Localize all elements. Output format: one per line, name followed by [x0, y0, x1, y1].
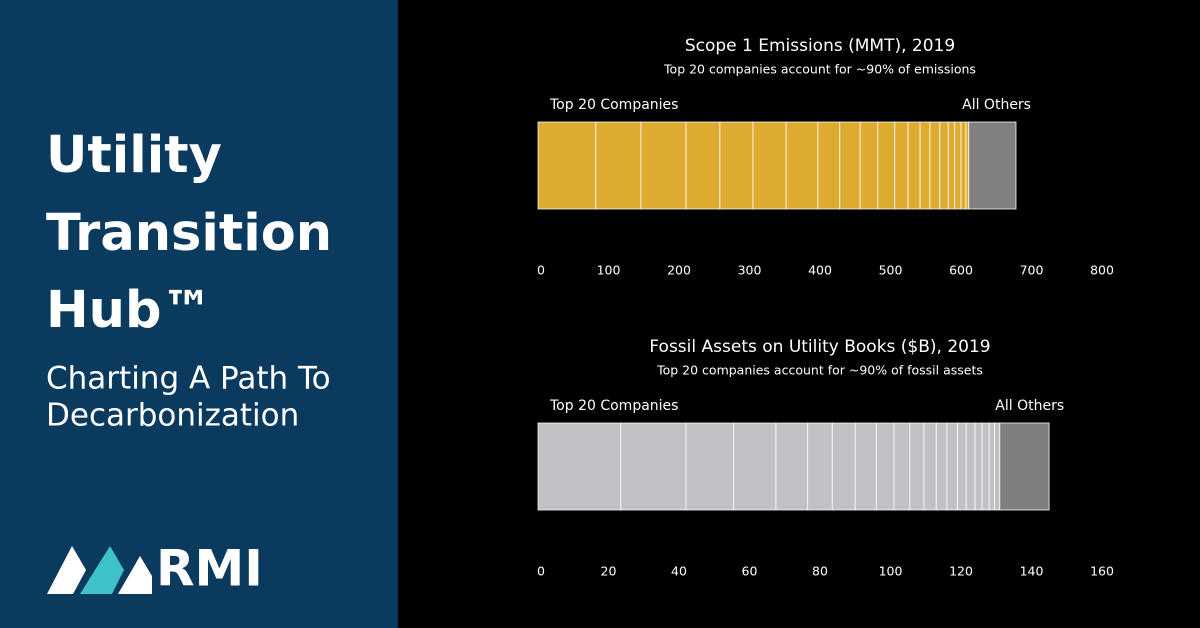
bar-segment: [919, 121, 931, 210]
bar-segment: [993, 422, 1001, 511]
x-tick-label: 120: [949, 564, 973, 579]
bar-segment: [685, 422, 735, 511]
bar-segment: [947, 121, 956, 210]
bar-segment: [854, 422, 877, 511]
hero-subtitle: Decarbonization: [46, 398, 299, 434]
bar-segment: [968, 121, 1017, 210]
logo-peak: [47, 546, 86, 594]
x-tick-label: 140: [1020, 564, 1044, 579]
series-label: All Others: [995, 398, 1064, 414]
bar-segment: [929, 121, 941, 210]
x-tick-label: 400: [808, 263, 832, 278]
bar-segment: [909, 422, 925, 511]
side-panel: [0, 0, 398, 628]
chart-title: Scope 1 Emissions (MMT), 2019: [685, 36, 955, 56]
series-label: All Others: [962, 97, 1031, 113]
x-tick-label: 300: [738, 263, 762, 278]
bar-segment: [775, 422, 809, 511]
bar-segment: [752, 121, 787, 210]
chart-subtitle: Top 20 companies account for ~90% of emi…: [663, 62, 976, 77]
logo-peak: [80, 546, 124, 594]
bar-segment: [839, 121, 861, 210]
x-tick-label: 0: [537, 263, 545, 278]
hero-subtitle: Charting A Path To: [46, 361, 331, 397]
bar-segment: [960, 121, 967, 210]
bar-segment: [719, 121, 754, 210]
series-label: Top 20 Companies: [549, 398, 678, 414]
hero-title: Hub™: [46, 281, 213, 340]
x-tick-label: 200: [667, 263, 691, 278]
x-tick-label: 160: [1090, 564, 1114, 579]
x-tick-label: 40: [671, 564, 687, 579]
bar-segment: [537, 422, 622, 511]
bar-segment: [595, 121, 642, 210]
hero-title: Transition: [46, 204, 332, 263]
bar-segment: [965, 422, 976, 511]
x-tick-label: 600: [949, 263, 973, 278]
x-tick-label: 60: [742, 564, 758, 579]
bar-segment: [981, 422, 990, 511]
bar-segment: [785, 121, 819, 210]
x-tick-label: 0: [537, 564, 545, 579]
bar-segment: [988, 422, 995, 511]
bar-segment: [685, 121, 721, 210]
x-tick-label: 800: [1090, 263, 1114, 278]
bar-segment: [939, 121, 949, 210]
bar-segment: [817, 121, 841, 210]
x-tick-label: 80: [812, 564, 828, 579]
x-tick-label: 20: [601, 564, 617, 579]
chart-subtitle: Top 20 companies account for ~90% of fos…: [656, 363, 983, 378]
hero-title: Utility: [46, 126, 222, 185]
bar-segment: [859, 121, 879, 210]
series-label: Top 20 Companies: [549, 97, 678, 113]
bar-segment: [733, 422, 777, 511]
bar-segment: [831, 422, 856, 511]
bar-segment: [877, 121, 896, 210]
x-tick-label: 100: [597, 263, 621, 278]
bar-segment: [893, 422, 911, 511]
bar-segment: [875, 422, 895, 511]
bar-segment: [946, 422, 958, 511]
bar-segment: [956, 422, 967, 511]
bar-segment: [620, 422, 687, 511]
logo-mark: [47, 546, 152, 594]
bar-segment: [640, 121, 687, 210]
x-tick-label: 100: [879, 564, 903, 579]
bar-segment: [999, 422, 1050, 511]
bar-segment: [954, 121, 962, 210]
logo-peak: [118, 556, 152, 594]
bar-segment: [935, 422, 948, 511]
x-tick-label: 500: [879, 263, 903, 278]
bar-segment: [974, 422, 983, 511]
logo-text: RMI: [156, 540, 263, 598]
bar-segment: [923, 422, 937, 511]
x-tick-label: 700: [1020, 263, 1044, 278]
bar-segment: [894, 121, 909, 210]
bar-segment: [537, 121, 597, 210]
bar-segment: [907, 121, 921, 210]
chart-title: Fossil Assets on Utility Books ($B), 201…: [649, 337, 990, 357]
bar-segment: [807, 422, 833, 511]
